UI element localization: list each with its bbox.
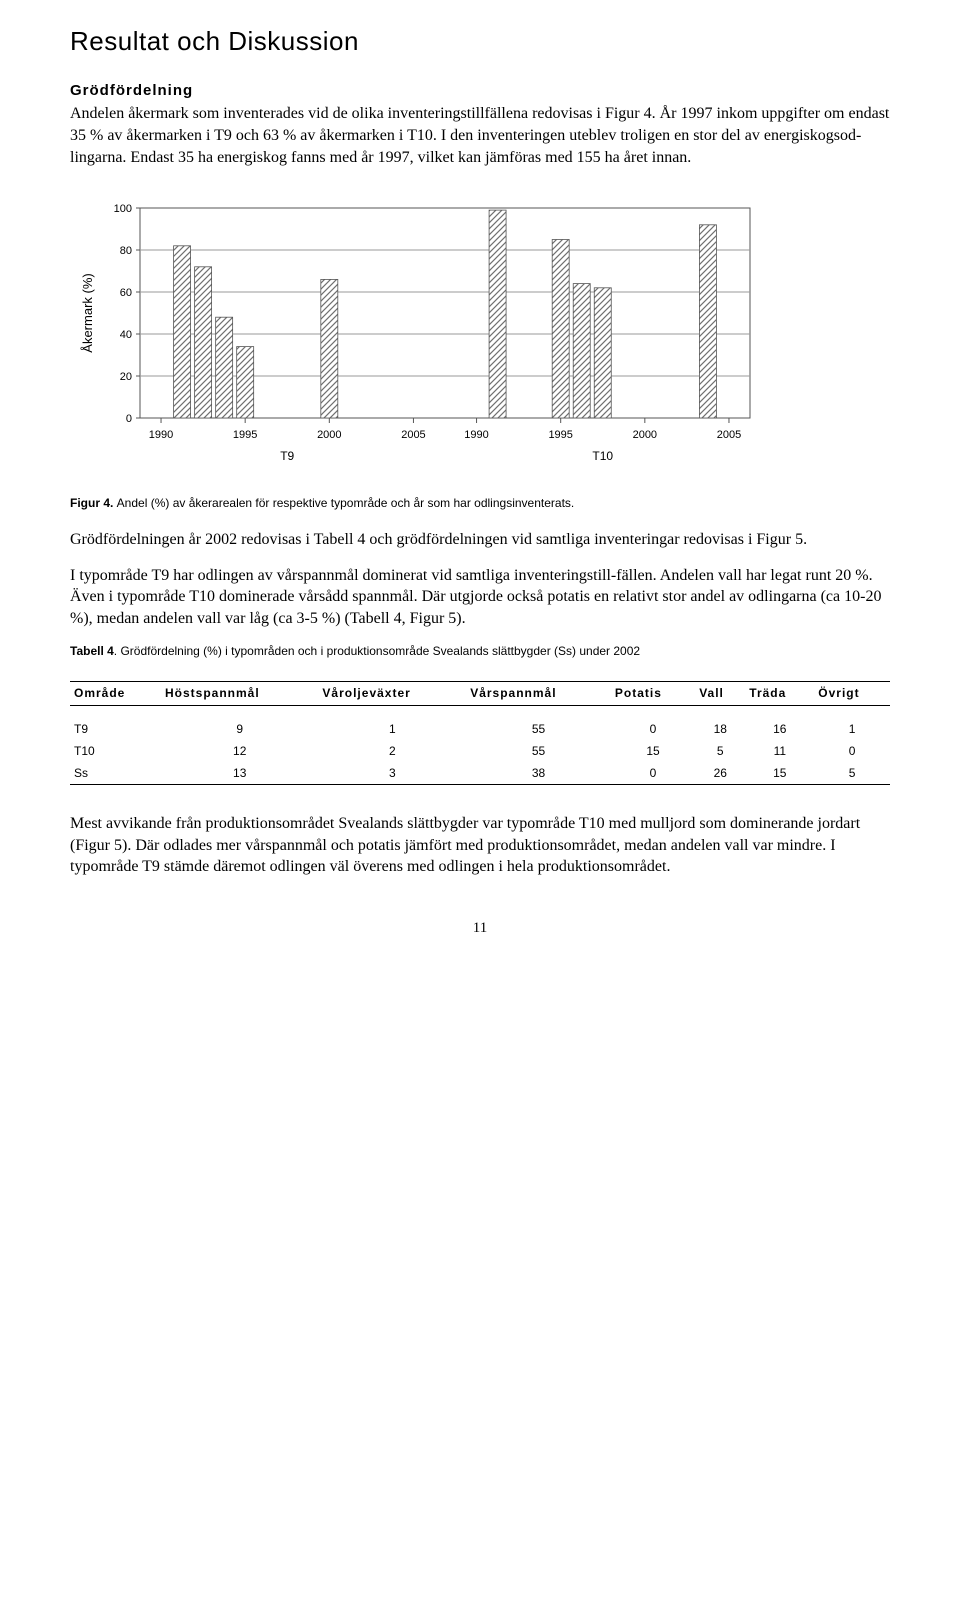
table-col-header: Område bbox=[70, 682, 161, 705]
body-paragraph: I typområde T9 har odlingen av vårspannm… bbox=[70, 565, 890, 630]
svg-text:60: 60 bbox=[120, 287, 132, 299]
table-cell: 18 bbox=[695, 718, 745, 740]
svg-text:0: 0 bbox=[126, 413, 132, 425]
svg-text:1995: 1995 bbox=[548, 429, 572, 441]
table-cell: 2 bbox=[318, 740, 466, 762]
table-cell: 5 bbox=[814, 762, 890, 785]
section-heading: Grödfördelning bbox=[70, 81, 890, 101]
table-cell: 11 bbox=[745, 740, 814, 762]
figure-4-caption-text: Andel (%) av åkerarealen för respektive … bbox=[117, 496, 575, 510]
table-cell: 3 bbox=[318, 762, 466, 785]
table-col-header: Vårspannmål bbox=[466, 682, 611, 705]
svg-text:1990: 1990 bbox=[149, 429, 173, 441]
body-paragraph: Grödfördelningen år 2002 redovisas i Tab… bbox=[70, 529, 890, 551]
table-cell: 13 bbox=[161, 762, 318, 785]
svg-text:1990: 1990 bbox=[464, 429, 488, 441]
svg-text:20: 20 bbox=[120, 371, 132, 383]
table-cell: 15 bbox=[745, 762, 814, 785]
table-4-caption-text: . Grödfördelning (%) i typområden och i … bbox=[114, 644, 640, 658]
svg-text:40: 40 bbox=[120, 329, 132, 341]
table-cell: 1 bbox=[318, 718, 466, 740]
table-4-caption: Tabell 4. Grödfördelning (%) i typområde… bbox=[70, 643, 890, 659]
table-cell: 1 bbox=[814, 718, 890, 740]
svg-text:100: 100 bbox=[114, 203, 132, 215]
table-header-row: OmrådeHöstspannmålVåroljeväxterVårspannm… bbox=[70, 682, 890, 705]
table-cell: 15 bbox=[611, 740, 695, 762]
svg-text:T9: T9 bbox=[280, 449, 294, 463]
svg-text:Åkermark (%): Åkermark (%) bbox=[80, 273, 95, 352]
table-col-header: Övrigt bbox=[814, 682, 890, 705]
figure-4-caption: Figur 4. Andel (%) av åkerarealen för re… bbox=[70, 495, 890, 511]
table-cell: 38 bbox=[466, 762, 611, 785]
table-row: T1012255155110 bbox=[70, 740, 890, 762]
svg-text:80: 80 bbox=[120, 245, 132, 257]
body-paragraph: Mest avvikande från produktionsområdet S… bbox=[70, 813, 890, 878]
table-col-header: Höstspannmål bbox=[161, 682, 318, 705]
svg-text:2000: 2000 bbox=[317, 429, 341, 441]
table-cell: 9 bbox=[161, 718, 318, 740]
table-col-header: Vall bbox=[695, 682, 745, 705]
table-cell: 12 bbox=[161, 740, 318, 762]
body-paragraph: Andelen åkermark som inventerades vid de… bbox=[70, 103, 890, 168]
table-cell: 5 bbox=[695, 740, 745, 762]
table-cell: 0 bbox=[814, 740, 890, 762]
table-4: OmrådeHöstspannmålVåroljeväxterVårspannm… bbox=[70, 681, 890, 785]
svg-text:2005: 2005 bbox=[401, 429, 425, 441]
svg-text:2000: 2000 bbox=[633, 429, 657, 441]
figure-4-caption-bold: Figur 4. bbox=[70, 496, 117, 510]
table-cell: 16 bbox=[745, 718, 814, 740]
table-col-header: Våroljeväxter bbox=[318, 682, 466, 705]
table-col-header: Träda bbox=[745, 682, 814, 705]
table-row: Ss13338026155 bbox=[70, 762, 890, 785]
page-number: 11 bbox=[70, 918, 890, 938]
table-cell: T9 bbox=[70, 718, 161, 740]
figure-4-chart: 0 20 40 60 80 100 Åkermark (%) 1990 1995 2000 2005… bbox=[70, 198, 890, 485]
table-cell: 55 bbox=[466, 740, 611, 762]
svg-text:1995: 1995 bbox=[233, 429, 257, 441]
table-cell: 0 bbox=[611, 718, 695, 740]
table-4-caption-bold: Tabell 4 bbox=[70, 644, 114, 658]
table-cell: 0 bbox=[611, 762, 695, 785]
page-title: Resultat och Diskussion bbox=[70, 24, 890, 59]
table-cell: Ss bbox=[70, 762, 161, 785]
table-row: T99155018161 bbox=[70, 718, 890, 740]
bar-chart-svg: 0 20 40 60 80 100 Åkermark (%) 1990 1995 2000 2005… bbox=[70, 198, 770, 478]
table-cell: 55 bbox=[466, 718, 611, 740]
table-cell: T10 bbox=[70, 740, 161, 762]
svg-text:T10: T10 bbox=[592, 449, 613, 463]
table-cell: 26 bbox=[695, 762, 745, 785]
table-col-header: Potatis bbox=[611, 682, 695, 705]
svg-text:2005: 2005 bbox=[717, 429, 741, 441]
